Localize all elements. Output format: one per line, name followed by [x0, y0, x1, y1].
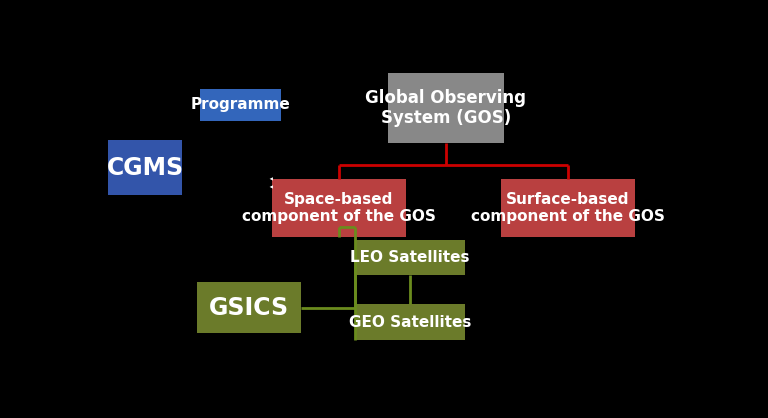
FancyBboxPatch shape	[272, 179, 406, 237]
FancyBboxPatch shape	[355, 304, 465, 340]
Text: GEO Satellites: GEO Satellites	[349, 315, 471, 330]
FancyBboxPatch shape	[108, 140, 182, 195]
FancyBboxPatch shape	[388, 73, 504, 143]
FancyBboxPatch shape	[501, 179, 634, 237]
FancyBboxPatch shape	[355, 240, 465, 275]
Text: GSICS: GSICS	[209, 296, 290, 320]
Text: Surface-based
component of the GOS: Surface-based component of the GOS	[471, 192, 664, 224]
FancyBboxPatch shape	[197, 282, 301, 334]
Text: CGMS: CGMS	[107, 155, 184, 180]
Text: LEO Satellites: LEO Satellites	[350, 250, 470, 265]
Text: Space-based
component of the GOS: Space-based component of the GOS	[242, 192, 435, 224]
Text: Global Observing
System (GOS): Global Observing System (GOS)	[365, 89, 526, 127]
FancyBboxPatch shape	[200, 89, 280, 121]
Text: Programme: Programme	[190, 97, 290, 112]
